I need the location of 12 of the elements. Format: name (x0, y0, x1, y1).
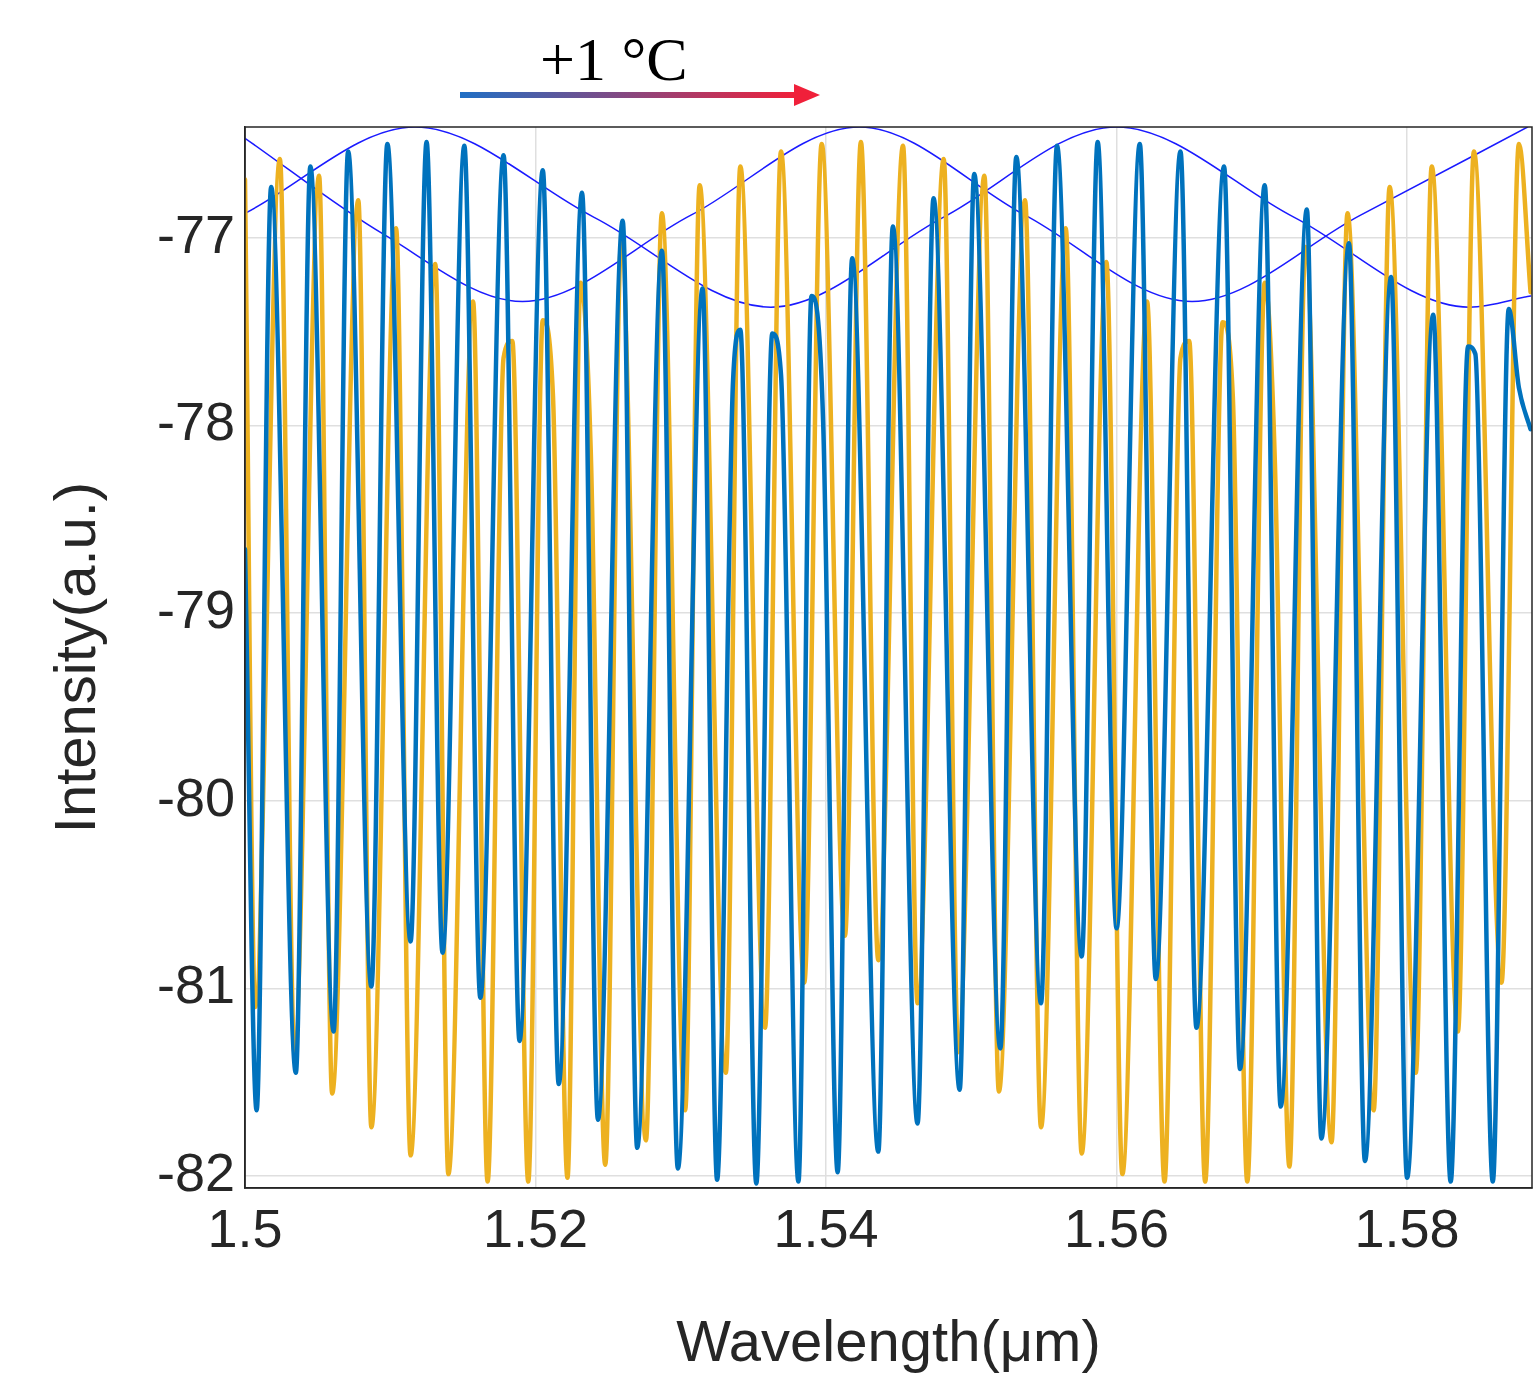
x-tick-label: 1.58 (1354, 1198, 1460, 1259)
y-tick-label: -81 (156, 954, 235, 1015)
y-tick-label: -79 (156, 578, 235, 639)
y-tick-label: -77 (156, 203, 235, 264)
x-tick-label: 1.56 (1064, 1198, 1170, 1259)
y-tick-label: -80 (156, 766, 235, 827)
x-axis-title: Wavelength(μm) (676, 1308, 1101, 1374)
y-tick-label: -78 (156, 391, 235, 452)
x-tick-label: 1.52 (482, 1198, 589, 1259)
y-axis-title: Intensity(a.u.) (41, 481, 107, 834)
x-tick-label: 1.54 (773, 1198, 879, 1259)
text: +1 °C (540, 25, 688, 93)
